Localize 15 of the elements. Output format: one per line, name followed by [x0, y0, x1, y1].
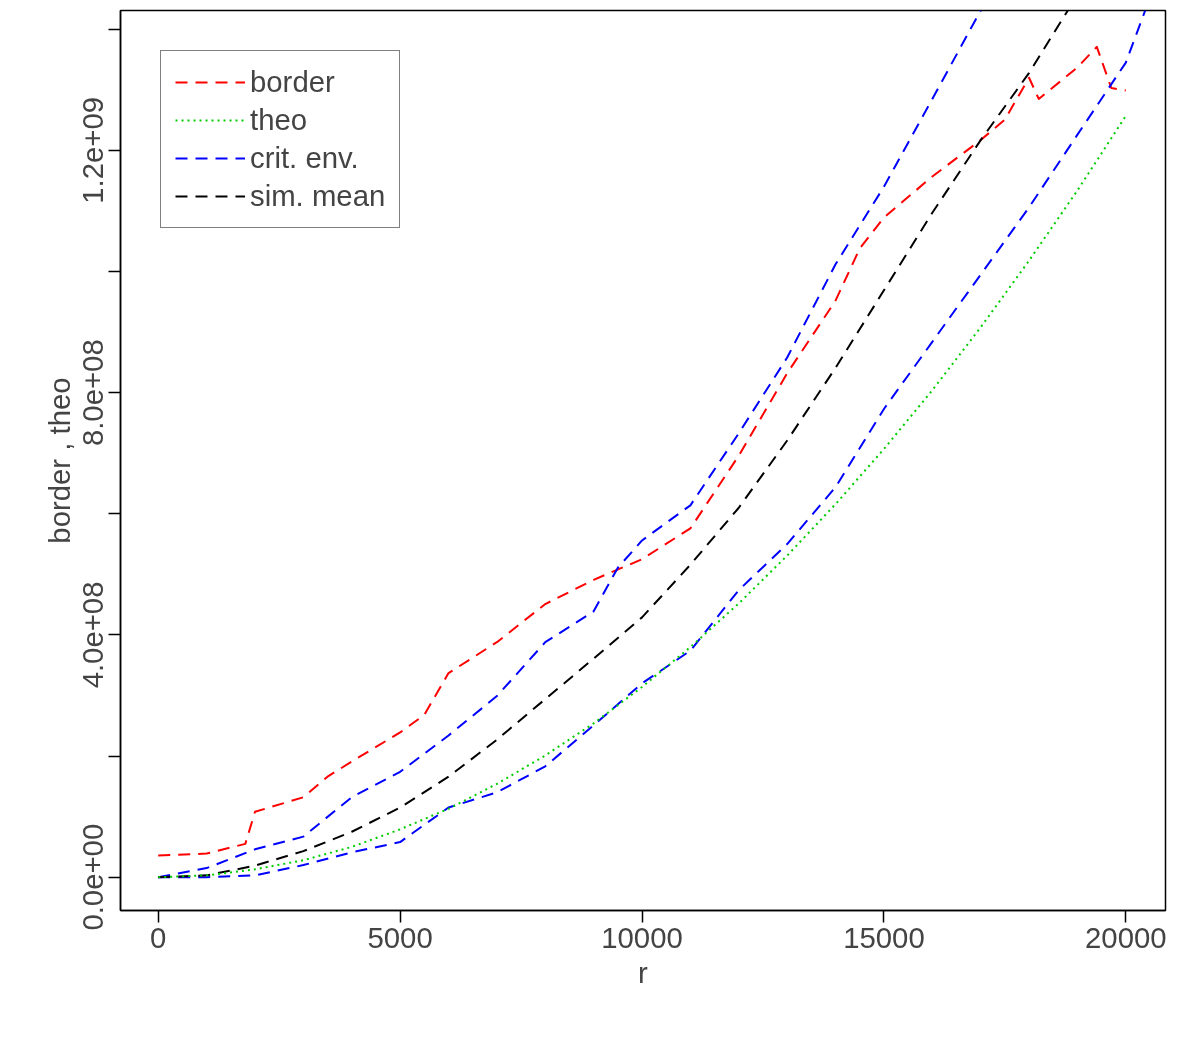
y-tick-label: 8.0e+08 — [76, 339, 110, 447]
y-tick-label: 1.2e+09 — [76, 96, 110, 204]
y-tick-label: 4.0e+08 — [76, 581, 110, 689]
y-tick-label: 0.0e+00 — [76, 823, 110, 931]
legend-label: theo — [250, 103, 308, 137]
x-tick-label: 10000 — [601, 920, 683, 954]
legend-label: sim. mean — [250, 179, 386, 213]
x-tick-label: 20000 — [1085, 920, 1167, 954]
x-tick-label: 15000 — [843, 920, 925, 954]
x-axis-title: r — [638, 955, 649, 989]
legend-label: crit. env. — [250, 141, 359, 175]
y-axis-title: border , theo — [42, 377, 76, 544]
legend-label: border — [250, 65, 335, 99]
x-tick-label: 0 — [150, 920, 167, 954]
x-tick-label: 5000 — [367, 920, 433, 954]
